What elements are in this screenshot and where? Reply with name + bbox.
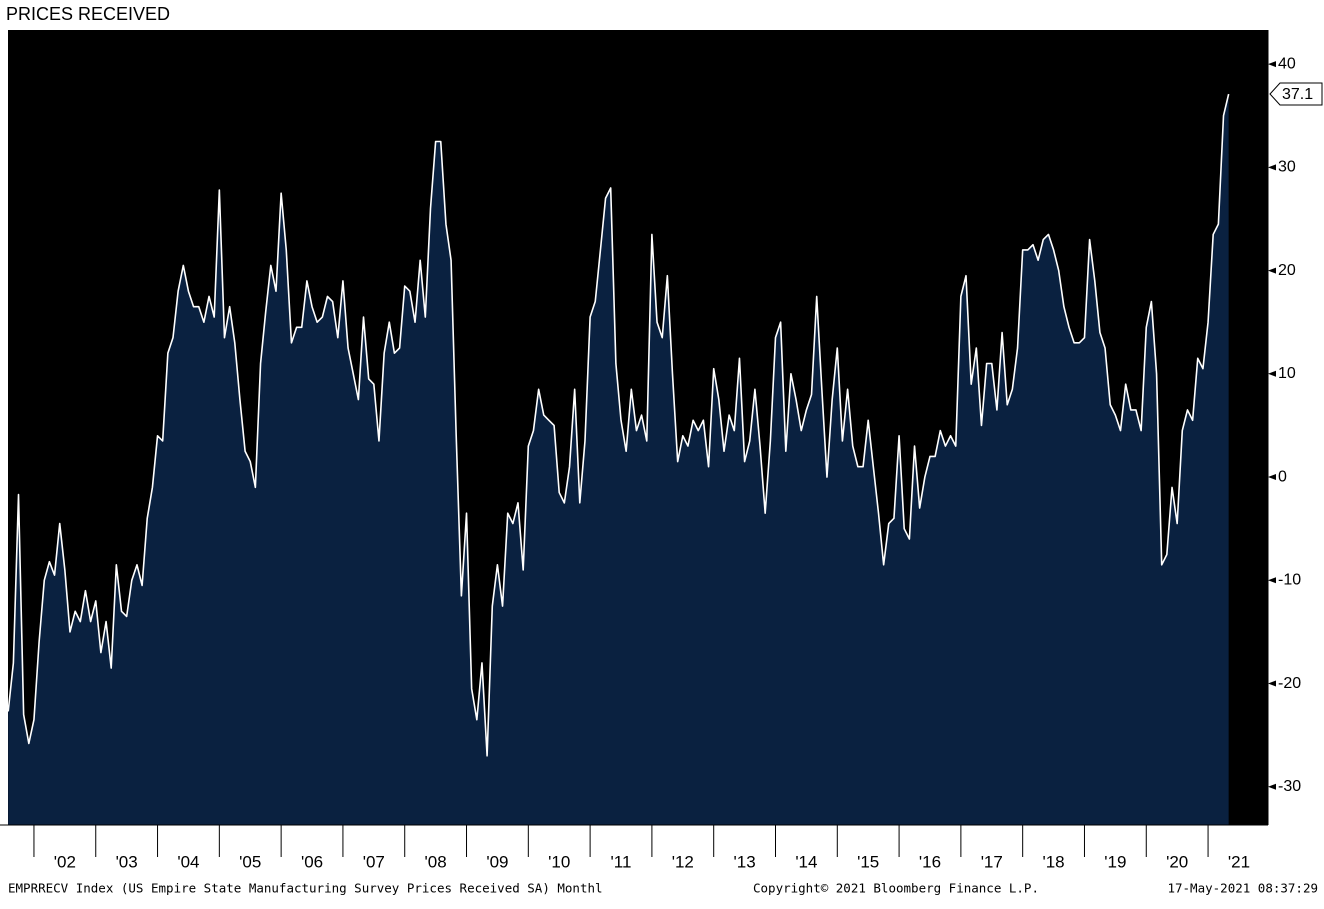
y-tick-label: -30	[1278, 778, 1301, 795]
x-tick-label: '10	[548, 852, 570, 871]
y-tick	[1268, 474, 1276, 481]
x-tick-label: '12	[672, 852, 694, 871]
y-tick	[1268, 61, 1276, 68]
y-tick	[1268, 267, 1276, 274]
x-tick-label: '16	[919, 852, 941, 871]
x-tick-label: '07	[363, 852, 385, 871]
x-tick-label: '13	[734, 852, 756, 871]
area	[8, 94, 1229, 825]
y-tick-label: -20	[1278, 675, 1301, 692]
x-tick-label: '19	[1104, 852, 1126, 871]
y-tick-label: 0	[1278, 468, 1287, 485]
y-tick-label: 20	[1278, 262, 1296, 279]
last-value-box	[1269, 82, 1323, 106]
source-note: EMPRRECV Index (US Empire State Manufact…	[8, 881, 603, 896]
y-tick	[1268, 680, 1276, 687]
x-tick-label: '09	[486, 852, 508, 871]
chart-title: PRICES RECEIVED	[6, 4, 170, 24]
line	[7, 93, 1230, 757]
x-tick-label: '03	[116, 852, 138, 871]
y-tick	[1268, 370, 1276, 377]
y-tick-label: 10	[1278, 365, 1296, 382]
x-tick-label: '18	[1042, 852, 1064, 871]
x-tick-label: '20	[1166, 852, 1188, 871]
x-tick-label: '11	[611, 852, 632, 871]
last-value-label: 37.1	[1282, 86, 1313, 103]
x-tick-label: '21	[1228, 852, 1250, 871]
timestamp: 17-May-2021 08:37:29	[1167, 881, 1318, 896]
y-tick	[1268, 164, 1276, 171]
y-tick-label: 30	[1278, 159, 1296, 176]
y-tick-label: -10	[1278, 572, 1301, 589]
y-tick-label: 40	[1278, 55, 1296, 72]
x-tick-label: '06	[301, 852, 323, 871]
x-tick-label: '17	[981, 852, 1003, 871]
x-tick-label: '14	[795, 852, 817, 871]
y-tick	[1268, 783, 1276, 790]
copyright: Copyright© 2021 Bloomberg Finance L.P.	[753, 881, 1039, 896]
x-tick-label: '02	[54, 852, 76, 871]
y-tick	[1268, 577, 1276, 584]
x-tick-label: '05	[239, 852, 261, 871]
x-tick-label: '04	[177, 852, 199, 871]
x-tick-label: '08	[425, 852, 447, 871]
x-tick-label: '15	[857, 852, 879, 871]
